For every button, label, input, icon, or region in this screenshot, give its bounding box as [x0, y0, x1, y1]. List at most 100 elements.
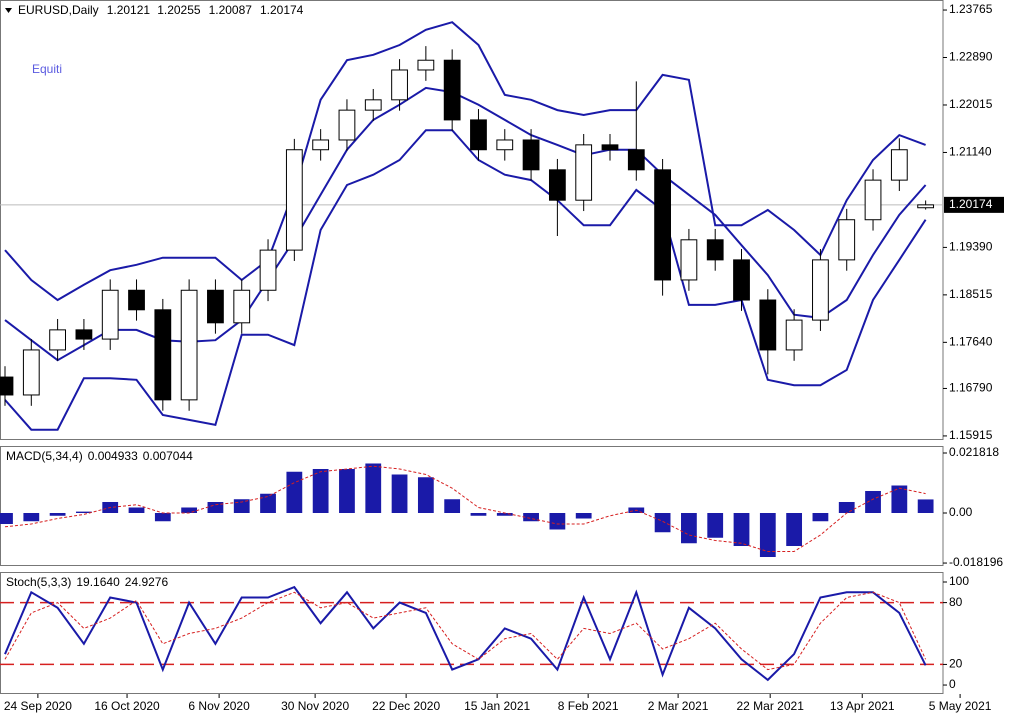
macd-bar: [654, 512, 671, 533]
candle-body: [548, 169, 566, 201]
ohlc-readout: 1.20255: [157, 3, 201, 17]
macd-bar: [154, 512, 171, 522]
macd-bar: [312, 468, 329, 513]
y-tick-label: 0.00: [949, 505, 973, 519]
candle-body: [812, 259, 829, 321]
candle-body: [207, 289, 224, 324]
candle-body: [680, 239, 698, 281]
readout: 0.004933: [88, 449, 138, 463]
macd-bar: [365, 463, 382, 513]
panel-frame: [0, 446, 944, 566]
panel-frame: [0, 0, 944, 440]
candle-body: [233, 289, 251, 324]
candle-body: [391, 69, 408, 101]
macd-bar: [207, 501, 224, 513]
candle-body: [285, 149, 303, 251]
macd-bar: [838, 501, 855, 513]
candle-body: [338, 109, 356, 141]
y-tick-label: 100: [949, 574, 969, 588]
y-tick-label: 20: [949, 657, 963, 671]
y-tick-label: 1.19390: [949, 240, 993, 254]
readout: 0.007044: [143, 449, 193, 463]
candle-body: [470, 119, 487, 151]
y-tick-label: 1.23765: [949, 2, 993, 16]
panel-title: Stoch(5,3,3) 19.1640 24.9276: [6, 575, 168, 589]
macd-bar: [707, 512, 724, 538]
macd-bar: [812, 512, 829, 522]
candle-body: [49, 329, 66, 351]
x-tick-label: 22 Mar 2021: [736, 699, 804, 713]
y-tick-label: 0: [949, 677, 956, 691]
x-tick-label: 2 Mar 2021: [648, 699, 709, 713]
x-tick-label: 13 Apr 2021: [830, 699, 895, 713]
macd-bar: [181, 507, 198, 513]
candle-body: [443, 59, 461, 121]
macd-bar: [917, 499, 934, 513]
candle-body: [180, 289, 198, 401]
macd-bar: [49, 512, 66, 516]
macd-bar: [76, 511, 92, 513]
candle-body: [654, 169, 671, 281]
macd-bar: [891, 485, 908, 513]
stoch-line: [4, 591, 927, 671]
ohlc-readout: 1.20121: [107, 3, 151, 17]
macd-bar: [681, 512, 697, 544]
macd-bar: [391, 474, 408, 513]
candle-body: [22, 349, 40, 396]
bollinger-band: [4, 129, 927, 431]
bollinger-band: [4, 21, 926, 302]
macd-bar: [260, 493, 276, 513]
candle-body: [101, 289, 119, 340]
x-tick-label: 30 Nov 2020: [281, 699, 349, 713]
y-tick-label: 1.16790: [949, 381, 993, 395]
macd-bar: [286, 471, 303, 513]
y-tick-label: 1.17640: [949, 335, 993, 349]
y-tick-label: 1.21140: [949, 145, 992, 159]
price-label-box: [944, 196, 1004, 213]
x-tick-label: 24 Sep 2020: [4, 699, 72, 713]
x-tick-label: 5 May 2021: [929, 699, 992, 713]
macd-bar: [575, 512, 592, 519]
macd-bar: [128, 507, 145, 513]
panel-frame: [0, 572, 944, 694]
candle-body: [627, 149, 645, 171]
candle-body: [75, 329, 93, 340]
candle-body: [601, 144, 619, 151]
candle-body: [785, 319, 803, 351]
macd-bar: [523, 512, 539, 522]
candle-body: [522, 139, 540, 171]
price-label: 1.20174: [949, 197, 993, 211]
candle-body: [575, 144, 593, 201]
y-tick-label: 1.18515: [949, 287, 993, 301]
x-tick-label: 8 Feb 2021: [558, 699, 619, 713]
x-tick-label: 6 Nov 2020: [188, 699, 250, 713]
candle-body: [417, 59, 435, 71]
macd-bar: [733, 512, 750, 547]
candle-body: [364, 99, 382, 111]
x-tick-label: 22 Dec 2020: [372, 699, 440, 713]
macd-bar: [470, 512, 487, 516]
menu-arrow: [5, 8, 12, 13]
macd-bar: [786, 512, 803, 547]
watermark: Equiti: [32, 62, 62, 76]
y-tick-label: 1.22015: [949, 97, 993, 111]
ohlc-readout: 1.20087: [209, 3, 253, 17]
candle-body: [154, 309, 172, 401]
candle-body: [259, 249, 277, 291]
candle-body: [0, 376, 14, 396]
macd-bar: [417, 477, 434, 513]
macd-bar: [759, 512, 776, 558]
candle-body: [759, 299, 777, 351]
macd-bar: [444, 499, 461, 513]
readout: 19.1640: [76, 575, 120, 589]
macd-bar: [549, 512, 566, 530]
ohlc-readout: 1.20174: [260, 3, 304, 17]
y-tick-label: 80: [949, 595, 963, 609]
candle-body: [733, 259, 750, 301]
candle-body: [128, 289, 145, 311]
macd-bar: [23, 512, 40, 522]
macd-bar: [496, 512, 513, 516]
title-text: MACD(5,34,4): [6, 449, 83, 463]
stoch-line: [4, 585, 927, 682]
